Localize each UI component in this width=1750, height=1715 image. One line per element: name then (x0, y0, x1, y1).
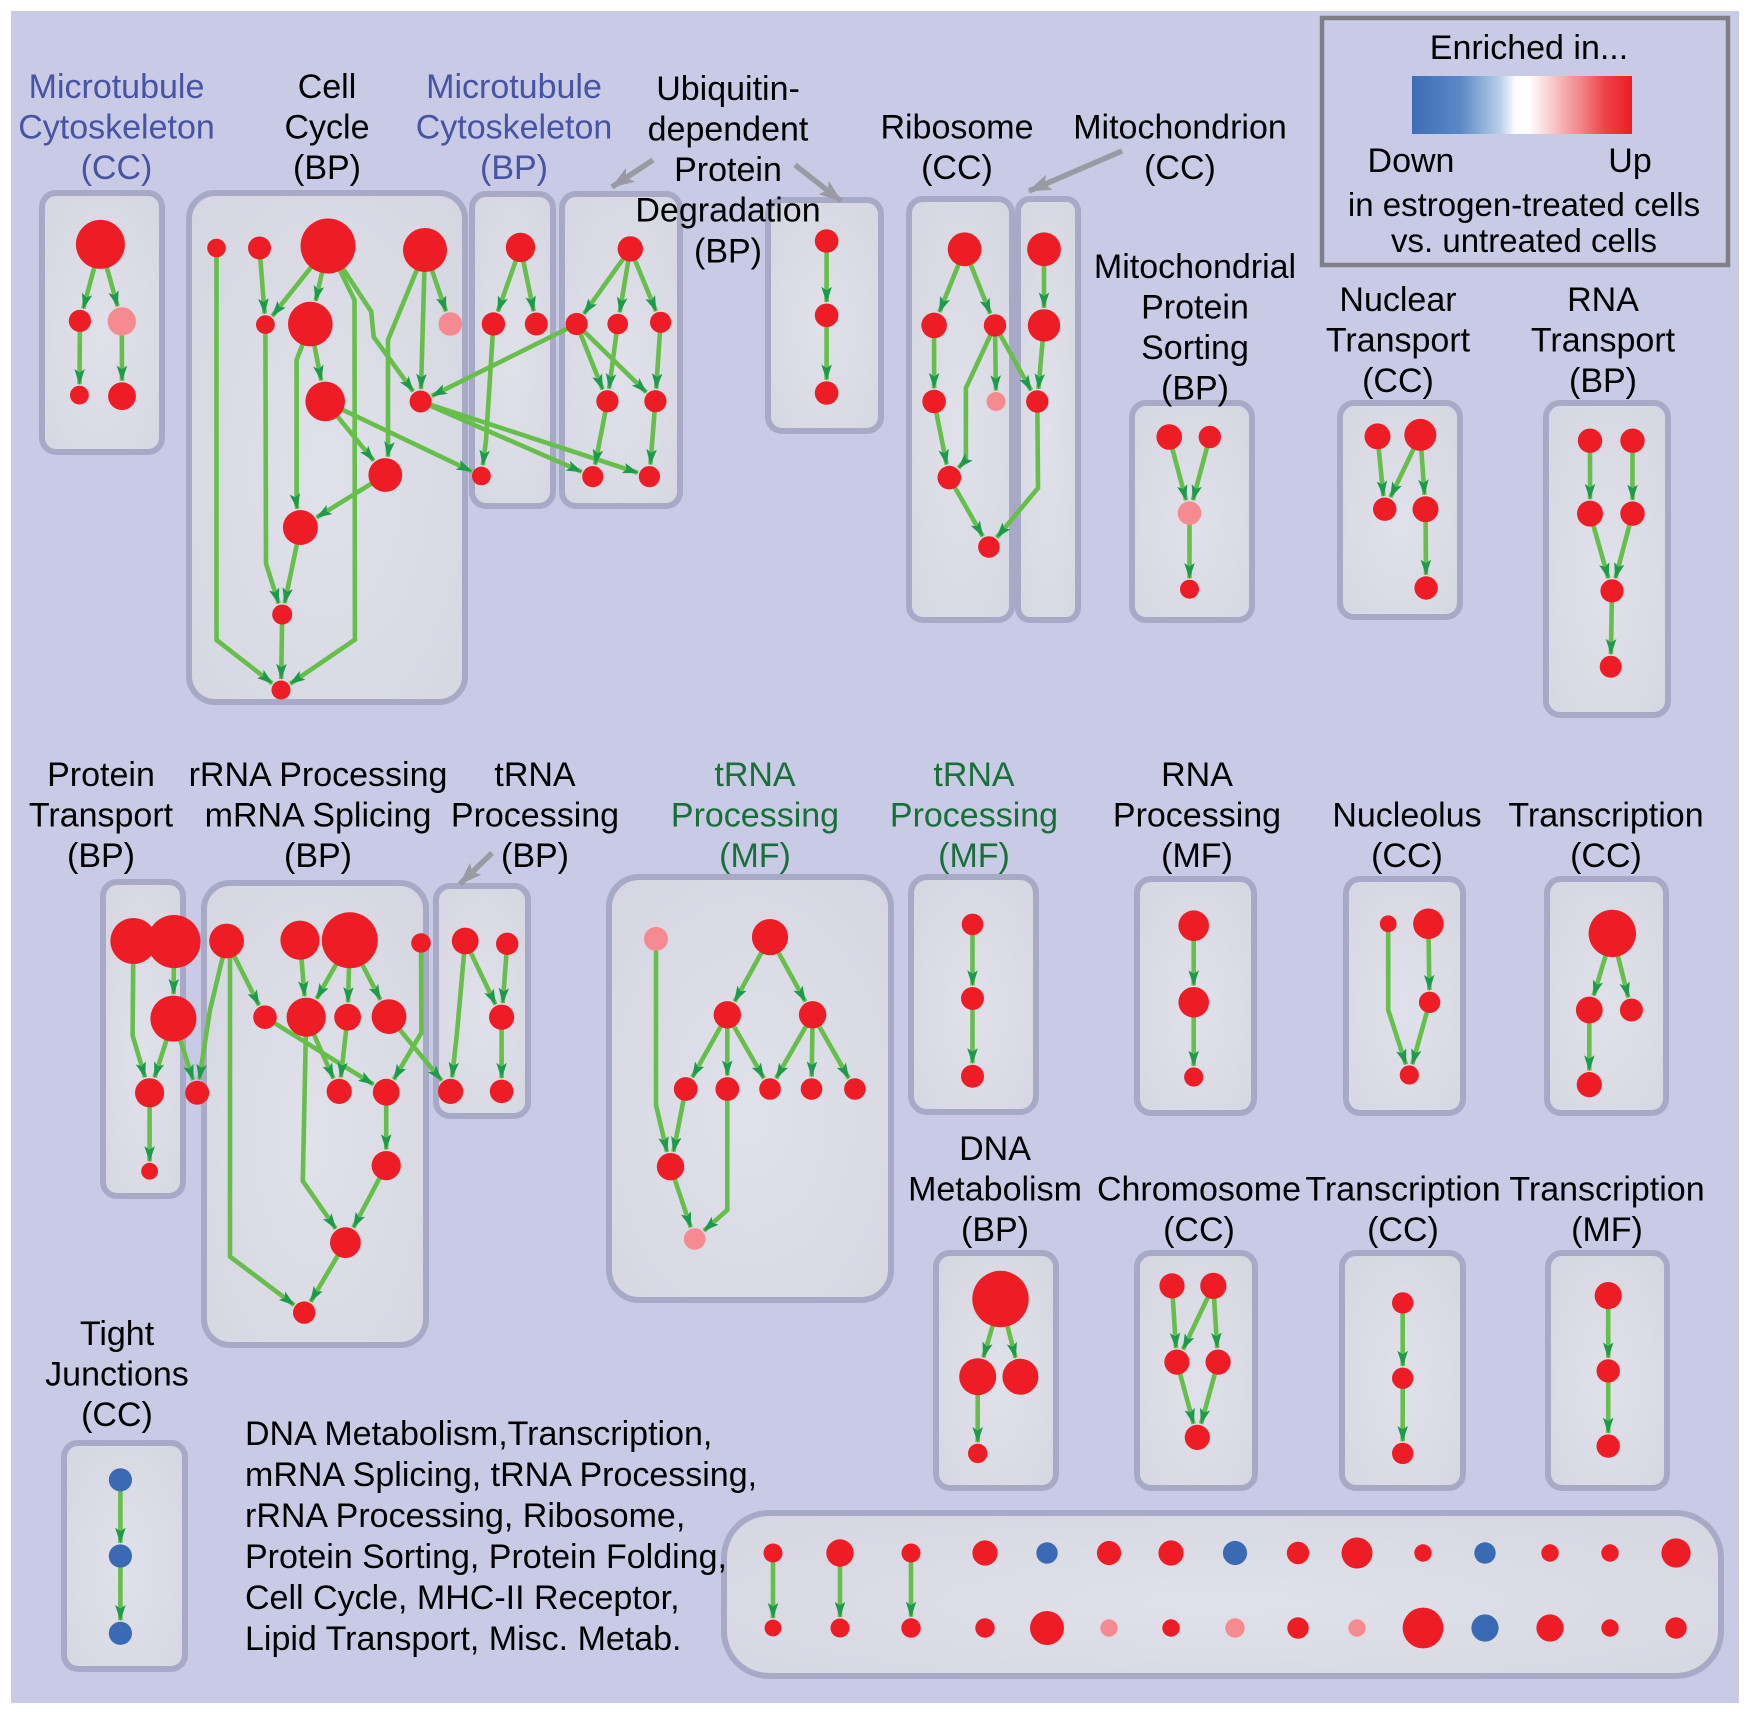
svg-text:Cytoskeleton: Cytoskeleton (18, 109, 215, 147)
svg-text:rRNA Processing, Ribosome,: rRNA Processing, Ribosome, (245, 1497, 685, 1535)
svg-text:mRNA Splicing: mRNA Splicing (205, 797, 432, 835)
svg-text:(CC): (CC) (81, 1396, 153, 1434)
svg-text:(BP): (BP) (961, 1211, 1029, 1249)
svg-text:(BP): (BP) (480, 149, 548, 187)
svg-text:(BP): (BP) (1161, 370, 1229, 408)
svg-text:(BP): (BP) (501, 837, 569, 875)
svg-text:(BP): (BP) (284, 837, 352, 875)
svg-text:Processing: Processing (671, 797, 839, 835)
svg-text:(BP): (BP) (67, 837, 135, 875)
svg-text:Enriched in...: Enriched in... (1430, 29, 1628, 67)
svg-text:Ribosome: Ribosome (880, 109, 1033, 147)
svg-text:Protein Sorting, Protein Foldi: Protein Sorting, Protein Folding, (245, 1538, 727, 1576)
svg-text:rRNA Processing: rRNA Processing (189, 756, 448, 794)
svg-text:Cell: Cell (298, 68, 357, 106)
svg-text:Protein: Protein (1141, 289, 1249, 327)
svg-text:Up: Up (1608, 142, 1651, 180)
svg-text:(MF): (MF) (938, 837, 1010, 875)
svg-text:tRNA: tRNA (933, 756, 1015, 794)
svg-text:(CC): (CC) (1362, 362, 1434, 400)
svg-text:Processing: Processing (451, 797, 619, 835)
svg-text:Microtubule: Microtubule (426, 68, 602, 106)
svg-text:(MF): (MF) (1161, 837, 1233, 875)
svg-text:Transport: Transport (29, 797, 174, 835)
svg-text:tRNA: tRNA (714, 756, 796, 794)
svg-text:Down: Down (1368, 142, 1455, 180)
svg-text:mRNA Splicing, tRNA Processing: mRNA Splicing, tRNA Processing, (245, 1456, 757, 1494)
svg-text:(BP): (BP) (694, 233, 762, 271)
svg-text:Sorting: Sorting (1141, 329, 1249, 367)
svg-text:(CC): (CC) (1371, 837, 1443, 875)
svg-text:Protein: Protein (674, 151, 782, 189)
svg-text:(MF): (MF) (719, 837, 791, 875)
svg-text:dependent: dependent (648, 111, 809, 149)
svg-text:Processing: Processing (890, 797, 1058, 835)
svg-text:Transcription: Transcription (1508, 797, 1703, 835)
svg-text:(CC): (CC) (81, 149, 153, 187)
svg-text:RNA: RNA (1567, 281, 1639, 319)
svg-text:(CC): (CC) (1367, 1211, 1439, 1249)
svg-text:Cell Cycle, MHC-II Receptor,: Cell Cycle, MHC-II Receptor, (245, 1579, 680, 1617)
svg-text:(CC): (CC) (921, 149, 993, 187)
svg-text:Nucleolus: Nucleolus (1332, 797, 1481, 835)
svg-text:Protein: Protein (47, 756, 155, 794)
svg-text:(CC): (CC) (1570, 837, 1642, 875)
svg-text:(CC): (CC) (1163, 1211, 1235, 1249)
svg-text:Transcription: Transcription (1509, 1171, 1704, 1209)
svg-text:Tight: Tight (80, 1315, 155, 1353)
svg-text:Chromosome: Chromosome (1097, 1171, 1301, 1209)
svg-text:in estrogen-treated cells: in estrogen-treated cells (1348, 186, 1700, 223)
svg-text:DNA Metabolism,Transcription,: DNA Metabolism,Transcription, (245, 1415, 712, 1453)
svg-text:tRNA: tRNA (494, 756, 576, 794)
svg-text:vs. untreated cells: vs. untreated cells (1391, 222, 1657, 259)
svg-text:Ubiquitin-: Ubiquitin- (656, 70, 800, 108)
svg-text:Nuclear: Nuclear (1339, 281, 1456, 319)
svg-text:Cycle: Cycle (284, 109, 369, 147)
svg-text:Cytoskeleton: Cytoskeleton (416, 109, 613, 147)
svg-text:(BP): (BP) (1569, 362, 1637, 400)
svg-text:(BP): (BP) (293, 149, 361, 187)
svg-text:(CC): (CC) (1144, 149, 1216, 187)
svg-text:Processing: Processing (1113, 797, 1281, 835)
svg-text:Junctions: Junctions (45, 1356, 189, 1394)
svg-text:DNA: DNA (959, 1130, 1031, 1168)
svg-text:Mitochondrial: Mitochondrial (1094, 248, 1296, 286)
svg-text:Transcription: Transcription (1305, 1171, 1500, 1209)
svg-text:Degradation: Degradation (635, 192, 820, 230)
svg-text:RNA: RNA (1161, 756, 1233, 794)
svg-text:Microtubule: Microtubule (29, 68, 205, 106)
svg-text:(MF): (MF) (1571, 1211, 1643, 1249)
svg-text:Metabolism: Metabolism (908, 1171, 1082, 1209)
svg-text:Transport: Transport (1326, 322, 1471, 360)
svg-text:Mitochondrion: Mitochondrion (1073, 109, 1287, 147)
svg-text:Transport: Transport (1531, 322, 1676, 360)
svg-text:Lipid Transport, Misc. Metab.: Lipid Transport, Misc. Metab. (245, 1620, 682, 1658)
